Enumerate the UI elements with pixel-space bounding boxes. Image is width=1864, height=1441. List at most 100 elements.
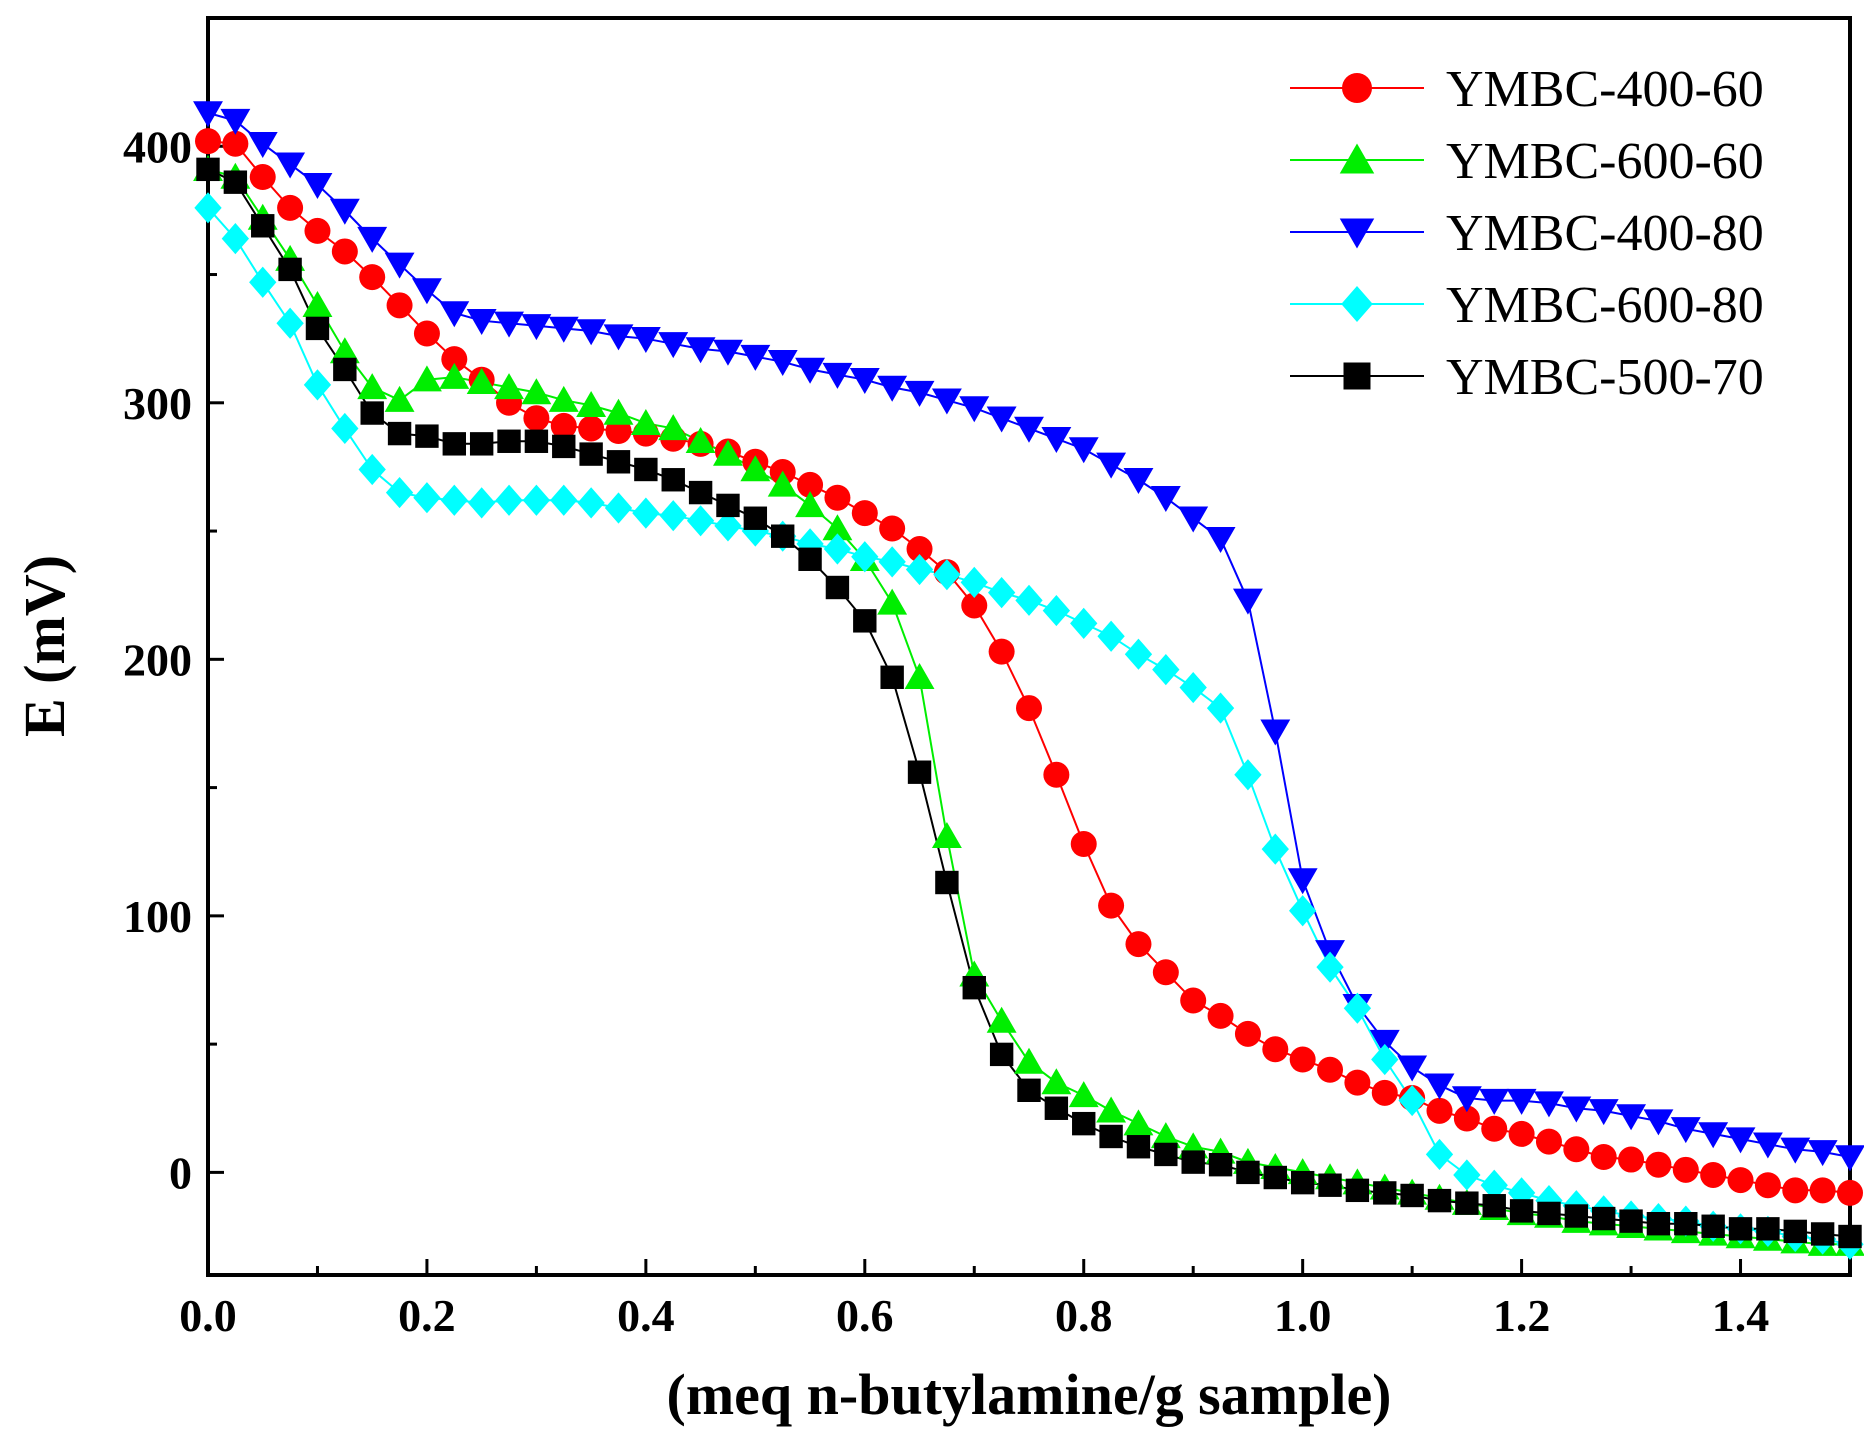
data-point — [220, 108, 251, 135]
data-point — [1097, 620, 1125, 652]
data-point — [853, 609, 877, 633]
data-point — [1563, 1136, 1590, 1163]
data-point — [606, 450, 631, 474]
x-axis-title: (meq n-butylamine/g sample) — [667, 1362, 1392, 1427]
data-point — [933, 559, 961, 591]
data-point — [1014, 1047, 1044, 1074]
data-point — [524, 429, 549, 453]
data-point — [1646, 1211, 1671, 1236]
data-point — [1072, 1111, 1096, 1136]
legend-marker — [1339, 218, 1375, 249]
data-point — [659, 500, 687, 532]
data-point — [1616, 1104, 1647, 1131]
data-point — [1451, 1086, 1482, 1113]
data-point — [1260, 719, 1291, 746]
data-point — [277, 194, 304, 221]
data-point — [1561, 1096, 1592, 1123]
data-point — [1099, 1124, 1123, 1149]
series-line-YMBC-400-80 — [207, 111, 1851, 1158]
data-point — [1369, 1029, 1400, 1056]
data-point — [1754, 1172, 1781, 1199]
data-point — [931, 388, 962, 415]
data-point — [630, 409, 661, 436]
data-point — [494, 373, 524, 400]
data-point — [440, 484, 468, 516]
data-point — [415, 424, 439, 448]
data-point — [522, 484, 551, 516]
y-axis-ticks: 0 100 200 300 400 — [123, 16, 224, 1198]
data-point — [740, 344, 771, 371]
data-point — [466, 367, 497, 394]
data-point — [1398, 1084, 1426, 1117]
data-point — [960, 566, 988, 598]
series-markers-YMBC-500-70 — [196, 157, 1862, 1249]
data-point — [1041, 1068, 1072, 1095]
data-point — [879, 515, 906, 542]
y-tick-label: 200 — [123, 634, 192, 685]
data-point — [576, 319, 607, 346]
plot-frame — [206, 16, 1852, 1277]
data-point — [1373, 1181, 1397, 1205]
data-point — [1290, 1170, 1315, 1195]
data-point — [767, 350, 798, 377]
data-point — [905, 553, 934, 586]
data-point — [303, 369, 332, 401]
legend-marker — [1341, 286, 1373, 322]
data-point — [1178, 506, 1209, 533]
data-point — [1096, 1096, 1127, 1123]
data-point — [247, 132, 278, 158]
data-point — [907, 760, 932, 784]
data-point — [795, 491, 826, 518]
data-point — [1206, 692, 1235, 724]
data-point — [1287, 868, 1318, 895]
data-point — [384, 252, 415, 279]
data-point — [1535, 1185, 1563, 1217]
data-point — [1126, 1135, 1151, 1159]
data-point — [466, 309, 497, 336]
data-point — [1453, 1159, 1481, 1191]
data-point — [1508, 1120, 1535, 1147]
data-point — [195, 128, 221, 155]
y-tick-label: 400 — [123, 121, 192, 172]
data-point — [469, 432, 494, 456]
data-point — [658, 332, 689, 359]
data-point — [1427, 1188, 1452, 1213]
data-point — [523, 405, 550, 432]
data-point — [1042, 594, 1071, 627]
data-point — [822, 362, 853, 389]
data-point — [1426, 1097, 1453, 1124]
data-point — [1098, 892, 1125, 919]
data-point — [548, 316, 579, 343]
data-point — [851, 541, 879, 573]
data-point — [1181, 1150, 1205, 1174]
data-point — [1672, 1156, 1699, 1183]
data-point — [1015, 584, 1043, 616]
data-point — [685, 337, 716, 364]
data-point — [688, 480, 713, 505]
data-point — [989, 1042, 1014, 1067]
data-point — [767, 470, 798, 497]
legend-label: YMBC-600-60 — [1446, 133, 1764, 190]
data-point — [1780, 1137, 1811, 1164]
data-point — [1752, 1132, 1783, 1159]
x-tick-label: 0.8 — [1055, 1290, 1113, 1341]
data-point — [716, 493, 740, 518]
data-point — [1207, 1002, 1234, 1029]
data-point — [411, 278, 442, 305]
data-point — [196, 157, 220, 182]
data-point — [603, 324, 634, 351]
data-point — [1371, 1079, 1398, 1106]
data-point — [441, 346, 468, 373]
data-point — [634, 457, 658, 482]
data-point — [1070, 607, 1098, 640]
data-point — [495, 484, 523, 516]
data-point — [1152, 653, 1180, 686]
data-point — [1397, 1055, 1428, 1082]
data-point — [822, 514, 853, 541]
x-tick-label: 1.4 — [1712, 1290, 1770, 1341]
data-point — [521, 314, 552, 341]
data-point — [1234, 759, 1262, 791]
data-point — [1317, 1056, 1344, 1083]
data-point — [360, 401, 384, 425]
data-point — [1316, 951, 1344, 983]
